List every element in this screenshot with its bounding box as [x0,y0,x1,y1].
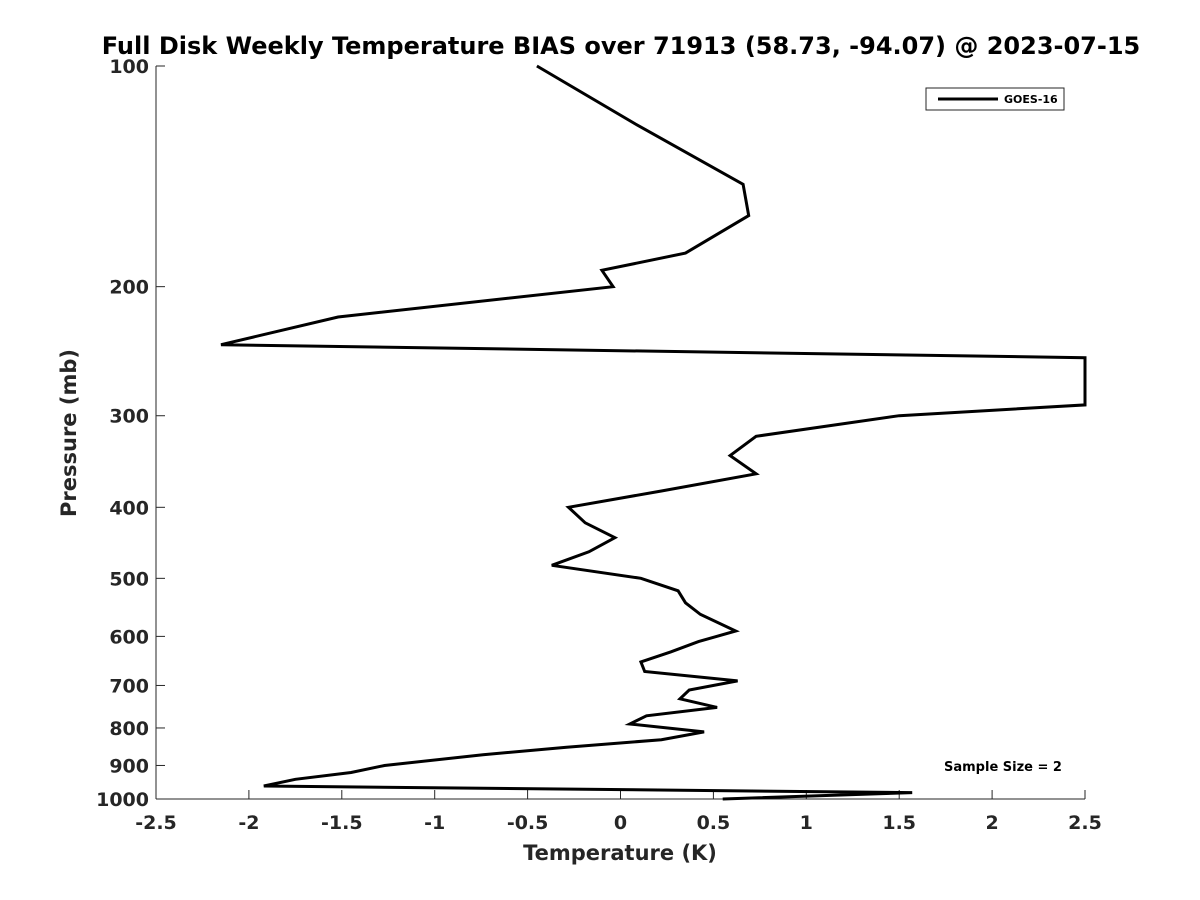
y-tick-label: 200 [109,277,149,299]
y-ticks: 100 200 300 400 500 600 700 800 900 1000 [96,56,165,811]
plot-area [155,66,1085,800]
y-tick-label: 800 [109,718,149,740]
x-tick-label: -1.5 [321,812,363,834]
y-axis-label: Pressure (mb) [57,349,81,517]
chart-title: Full Disk Weekly Temperature BIAS over 7… [102,32,1141,60]
y-tick-label: 500 [109,568,149,590]
series-line-goes-16 [220,64,1087,801]
x-axis-label: Temperature (K) [523,841,717,865]
x-tick-label: 0 [614,812,627,834]
legend-label-goes-16: GOES-16 [1004,93,1058,106]
y-tick-label: 1000 [96,789,149,811]
x-tick-label: -1 [424,812,445,834]
legend: GOES-16 [925,87,1065,111]
x-tick-label: -0.5 [507,812,549,834]
x-tick-label: 2 [985,812,998,834]
sample-size-annotation: Sample Size = 2 [944,760,1062,775]
y-tick-label: 700 [109,675,149,697]
y-tick-label: 600 [109,626,149,648]
x-ticks: -2.5 -2 -1.5 -1 -0.5 0 0.5 1 1.5 2 2.5 [135,790,1102,834]
x-tick-label: 1.5 [882,812,916,834]
y-tick-label: 400 [109,497,149,519]
x-tick-label: -2.5 [135,812,177,834]
x-tick-label: 2.5 [1068,812,1102,834]
series-layer [220,64,1087,801]
x-tick-label: 1 [800,812,813,834]
y-tick-label: 300 [109,406,149,428]
y-tick-label: 100 [109,56,149,78]
y-tick-label: 900 [109,755,149,777]
x-tick-label: 0.5 [697,812,731,834]
x-tick-label: -2 [238,812,259,834]
